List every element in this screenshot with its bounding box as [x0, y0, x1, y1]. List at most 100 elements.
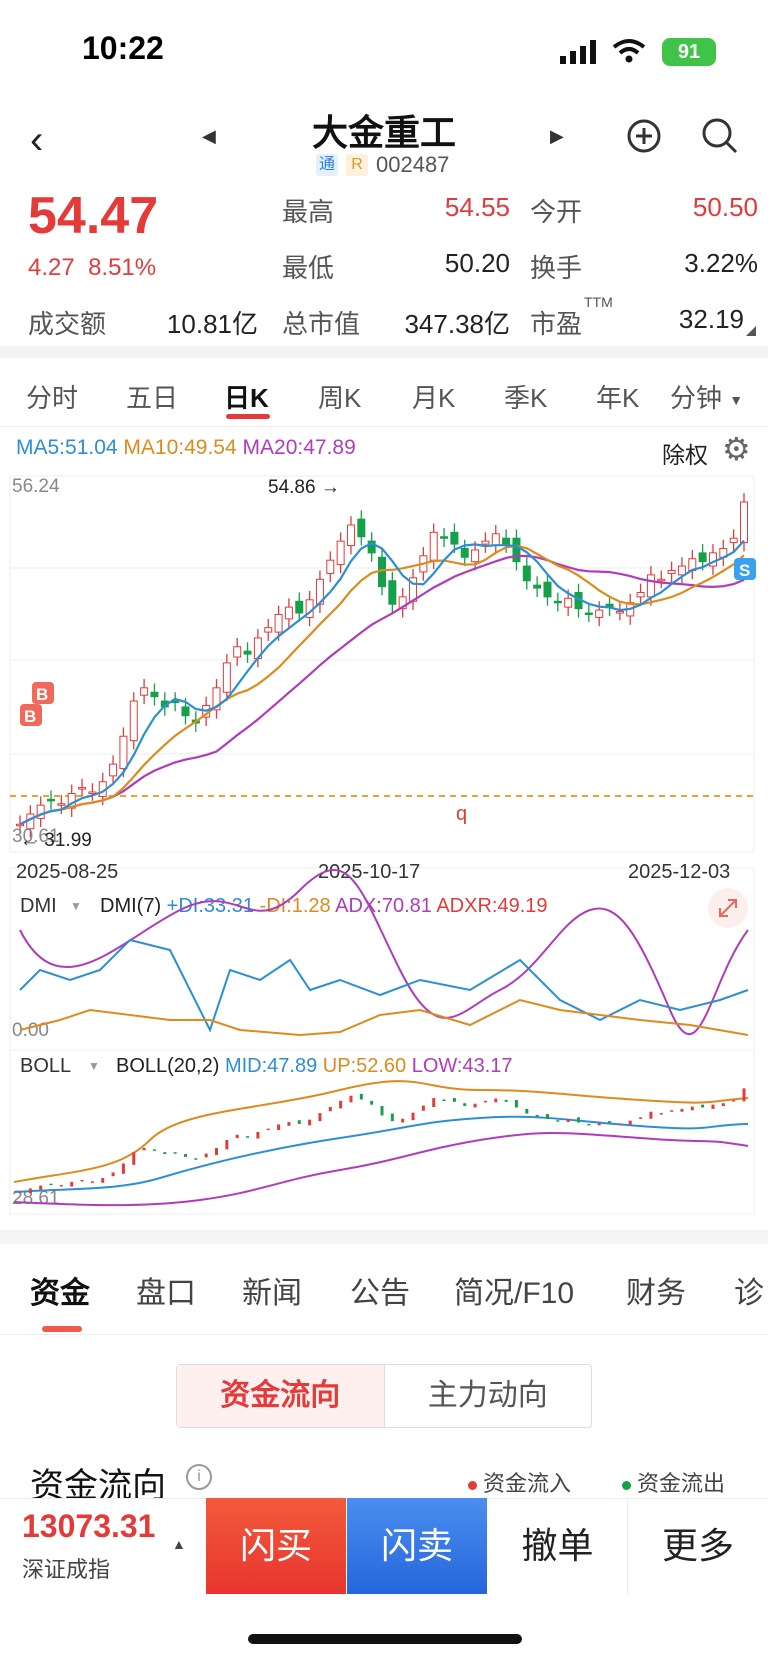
boll-candle — [328, 1107, 332, 1112]
boll-candles — [18, 1088, 746, 1194]
event-marker[interactable]: q — [456, 803, 467, 825]
search-icon[interactable] — [700, 116, 740, 156]
candle-body — [677, 565, 686, 576]
boll-candle — [577, 1117, 581, 1123]
boll-candle — [494, 1098, 498, 1103]
tab-intraday[interactable]: 分时 — [26, 383, 79, 413]
boll-candle — [194, 1158, 198, 1160]
divider — [0, 1230, 768, 1244]
stock-subtitle: 通 R 002487 — [316, 152, 449, 178]
candle-body — [502, 537, 511, 545]
boll-candle — [370, 1100, 374, 1105]
boll-candle — [701, 1104, 705, 1108]
pe-label: 市盈 — [530, 309, 583, 339]
index-value[interactable]: 13073.31 — [22, 1508, 156, 1544]
ma10-value: MA10:49.54 — [123, 436, 237, 459]
index-name[interactable]: 深证成指 — [22, 1557, 111, 1582]
add-favorite-icon[interactable] — [626, 118, 662, 154]
active-tab-indicator — [42, 1326, 82, 1332]
boll-candle — [597, 1123, 601, 1126]
fund-flow-toggle[interactable]: 资金流向 — [177, 1365, 385, 1427]
boll-candle — [411, 1112, 415, 1121]
tab-yearly-k[interactable]: 年K — [596, 383, 640, 413]
back-button[interactable]: ‹ — [30, 118, 44, 162]
quick-buy-button[interactable]: 闪买 — [206, 1498, 346, 1594]
info-icon[interactable]: i — [186, 1464, 212, 1490]
boll-candle — [721, 1103, 725, 1107]
y-top-label: 56.24 — [12, 476, 60, 497]
tab-monthly-k[interactable]: 月K — [412, 383, 456, 413]
boll-candle — [266, 1128, 270, 1131]
boll-candle — [49, 1183, 53, 1186]
boll-candle — [101, 1178, 105, 1183]
boll-candle — [587, 1123, 591, 1126]
prev-stock-icon[interactable]: ◀ — [202, 126, 216, 146]
caret-up-icon[interactable]: ▲ — [172, 1536, 186, 1552]
boll-candle — [608, 1121, 612, 1123]
tab-orderbook[interactable]: 盘口 — [136, 1277, 196, 1310]
low-value: 50.20 — [444, 248, 510, 278]
buy-marker-icon[interactable] — [32, 682, 54, 704]
legend-outflow-label: 资金流出 — [637, 1471, 726, 1496]
boll-candle — [39, 1185, 43, 1190]
boll-candle — [18, 1191, 22, 1194]
boll-candle — [525, 1108, 529, 1114]
cancel-order-button[interactable]: 撤单 — [488, 1498, 628, 1594]
candle-body — [429, 531, 438, 561]
candle-body — [212, 687, 221, 711]
tab-funds[interactable]: 资金 — [30, 1277, 90, 1310]
boll-candle — [690, 1106, 694, 1111]
main-force-toggle[interactable]: 主力动向 — [427, 1379, 548, 1412]
next-stock-icon[interactable]: ▶ — [550, 126, 564, 146]
boll-candle — [70, 1181, 74, 1187]
candle-body — [636, 591, 645, 598]
tab-finance[interactable]: 财务 — [626, 1277, 686, 1310]
candle-body — [129, 700, 138, 742]
tab-minute[interactable]: 分钟 ▼ — [670, 378, 743, 415]
candle-body — [357, 518, 366, 538]
candle-body — [398, 596, 407, 610]
dmi-selector[interactable]: DMI — [20, 895, 57, 917]
boll-candle — [235, 1134, 239, 1139]
boll-candle — [297, 1120, 301, 1124]
boll-candle — [514, 1099, 518, 1108]
buy-marker-icon[interactable] — [20, 704, 42, 726]
period-tabs: 分时 五日 日K 周K 月K 季K 年K 分钟 ▼ — [0, 368, 768, 424]
expand-quote-icon[interactable] — [746, 326, 756, 336]
boll-candle — [390, 1113, 394, 1122]
more-button[interactable]: 更多 — [661, 1525, 734, 1566]
candle-body — [615, 611, 624, 614]
tab-diagnosis[interactable]: 诊 — [734, 1277, 764, 1310]
low-annotation: ← 31.99 — [20, 830, 92, 851]
boll-candle — [463, 1103, 467, 1107]
tab-announcements[interactable]: 公告 — [350, 1277, 410, 1310]
sell-marker-icon[interactable] — [734, 558, 756, 580]
kline-chart[interactable]: 56.24 54.86 → 30.61 ← 31.99 q B B S 2025… — [0, 470, 768, 1230]
tab-daily-k[interactable]: 日K — [224, 383, 269, 413]
tab-five-day[interactable]: 五日 — [126, 383, 179, 413]
tab-minute-label: 分钟 — [670, 383, 723, 413]
quick-sell-button[interactable]: 闪卖 — [347, 1498, 487, 1594]
tab-news[interactable]: 新闻 — [242, 1277, 302, 1310]
ex-rights-button[interactable]: 除权 — [662, 442, 708, 468]
gear-icon[interactable]: ⚙ — [722, 431, 751, 467]
candle-body — [326, 559, 335, 574]
green-dot-icon — [622, 1480, 631, 1490]
candle-body — [336, 540, 345, 566]
boll-candle — [277, 1124, 281, 1131]
wifi-icon — [612, 39, 646, 63]
boll-candle — [742, 1088, 746, 1102]
connect-tag: 通 — [316, 154, 338, 176]
boll-candle — [421, 1105, 425, 1111]
boll-selector[interactable]: BOLL — [20, 1055, 71, 1077]
y-bottom-label: 30.61 — [12, 826, 60, 847]
price-change: 4.27 8.51% — [28, 254, 156, 282]
tab-quarterly-k[interactable]: 季K — [504, 383, 548, 413]
boll-candle — [349, 1095, 353, 1103]
boll-candle — [432, 1098, 436, 1108]
tab-f10[interactable]: 简况/F10 — [454, 1277, 575, 1310]
candle-body — [140, 687, 149, 696]
boll-candle — [628, 1120, 632, 1125]
tab-weekly-k[interactable]: 周K — [318, 383, 362, 413]
caret-down-icon: ▼ — [70, 899, 82, 913]
